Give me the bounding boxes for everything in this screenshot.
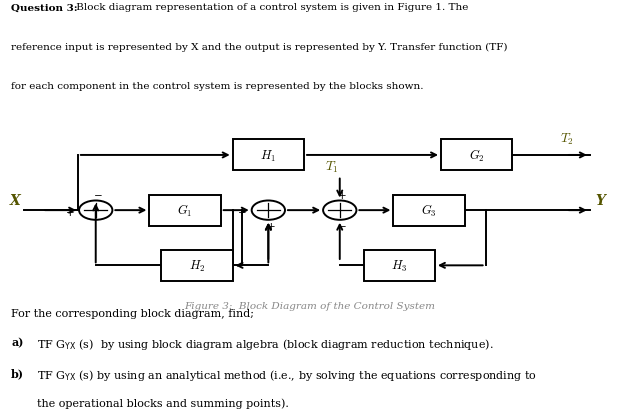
Text: +: + <box>239 207 247 217</box>
Text: Block diagram representation of a control system is given in Figure 1. The: Block diagram representation of a contro… <box>73 3 469 12</box>
Text: the operational blocks and summing points).: the operational blocks and summing point… <box>37 398 289 408</box>
Text: $H_1$: $H_1$ <box>260 148 277 163</box>
Text: Figure 3:  Block Diagram of the Control System: Figure 3: Block Diagram of the Control S… <box>185 301 435 311</box>
Text: X: X <box>10 193 20 207</box>
FancyBboxPatch shape <box>393 195 465 226</box>
Text: TF G$_{\rm YX}$ (s) by using an analytical method (i.e., by solving the equation: TF G$_{\rm YX}$ (s) by using an analytic… <box>37 367 537 382</box>
FancyBboxPatch shape <box>363 250 435 281</box>
Circle shape <box>79 201 112 220</box>
Text: −: − <box>94 190 103 200</box>
Text: $H_2$: $H_2$ <box>188 258 205 273</box>
FancyBboxPatch shape <box>232 140 304 171</box>
Text: b): b) <box>11 367 24 378</box>
Text: $G_1$: $G_1$ <box>177 203 193 218</box>
Text: +: + <box>267 221 276 231</box>
Text: $T_1$: $T_1$ <box>325 159 339 174</box>
FancyBboxPatch shape <box>161 250 232 281</box>
Text: $T_2$: $T_2$ <box>560 132 574 147</box>
Text: for each component in the control system is represented by the blocks shown.: for each component in the control system… <box>11 82 423 91</box>
Text: $G_3$: $G_3$ <box>421 203 437 218</box>
Text: $H_3$: $H_3$ <box>391 258 407 273</box>
FancyBboxPatch shape <box>149 195 221 226</box>
Circle shape <box>323 201 356 220</box>
Text: Y: Y <box>596 193 606 207</box>
Text: +: + <box>339 190 347 200</box>
Text: a): a) <box>11 336 24 347</box>
Text: +: + <box>66 207 74 217</box>
Text: −: − <box>339 221 347 231</box>
Circle shape <box>252 201 285 220</box>
Text: reference input is represented by X and the output is represented by Y. Transfer: reference input is represented by X and … <box>11 43 508 52</box>
FancyBboxPatch shape <box>441 140 512 171</box>
Text: $G_2$: $G_2$ <box>469 147 484 164</box>
Text: For the corresponding block diagram, find;: For the corresponding block diagram, fin… <box>11 308 254 318</box>
Text: Question 3:: Question 3: <box>11 3 78 12</box>
Text: TF G$_{\rm YX}$ (s)  by using block diagram algebra (block diagram reduction tec: TF G$_{\rm YX}$ (s) by using block diagr… <box>37 336 494 351</box>
